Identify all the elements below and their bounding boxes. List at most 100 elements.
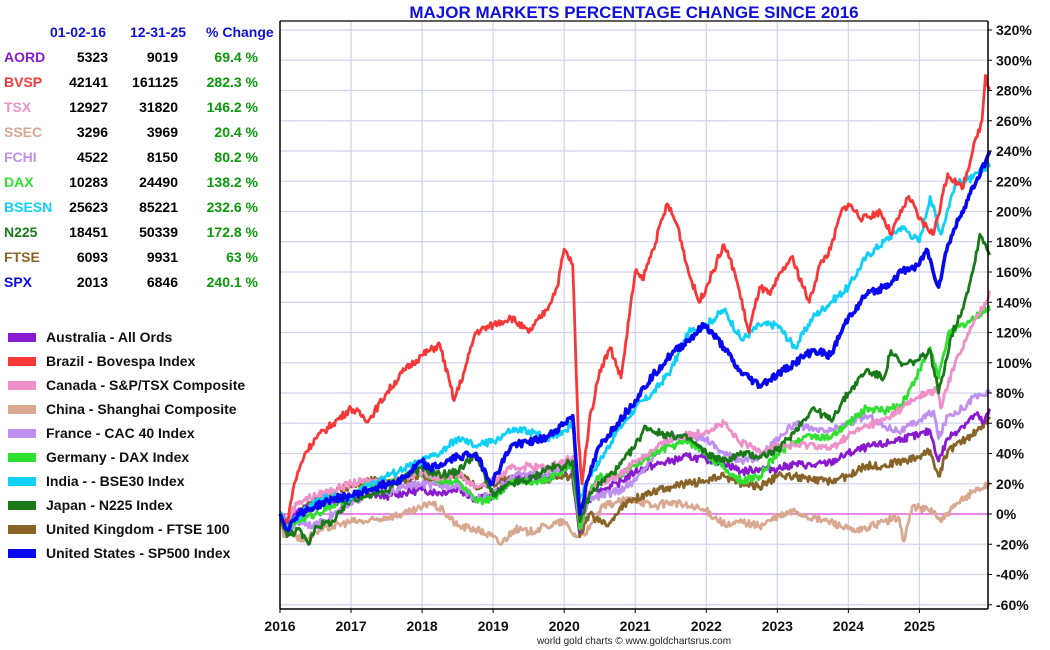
table-change-value: 20.4 % [214, 124, 258, 140]
y-tick-label: -40% [996, 567, 1029, 583]
series-line-united [278, 150, 992, 533]
series-line-australia [279, 408, 991, 534]
table-row: BVSP 42141 161125 282.3 % [0, 74, 280, 94]
legend-label: China - Shanghai Composite [46, 401, 237, 417]
y-tick-label: 160% [996, 264, 1032, 280]
y-tick-label: 320% [996, 22, 1032, 38]
legend-swatch [8, 429, 36, 438]
y-tick-label: 80% [996, 385, 1025, 401]
table-row: TSX 12927 31820 146.2 % [0, 99, 280, 119]
series-line-brazil [279, 74, 991, 527]
y-tick-label: 180% [996, 234, 1032, 250]
table-start-value: 6093 [76, 249, 108, 265]
table-change-value: 80.2 % [214, 149, 258, 165]
table-header-start-date: 01-02-16 [50, 24, 107, 40]
legend-swatch [8, 405, 36, 414]
table-end-value: 9019 [146, 49, 178, 65]
x-tick-label: 2021 [620, 618, 651, 634]
x-tick-label: 2025 [904, 618, 935, 634]
series-lines [278, 74, 992, 546]
table-end-value: 85221 [139, 199, 178, 215]
chart-title: MAJOR MARKETS PERCENTAGE CHANGE SINCE 20… [409, 3, 859, 22]
y-tick-label: 240% [996, 143, 1032, 159]
table-start-value: 3296 [76, 124, 108, 140]
table-change-value: 146.2 % [206, 99, 258, 115]
y-tick-label: 20% [996, 476, 1025, 492]
table-start-value: 12927 [69, 99, 108, 115]
legend-label: India - - BSE30 Index [46, 473, 185, 489]
table-symbol: AORD [4, 49, 46, 65]
table-start-value: 2013 [76, 274, 108, 290]
table-symbol: N225 [4, 224, 38, 240]
x-tick-label: 2017 [335, 618, 366, 634]
y-tick-label: 100% [996, 355, 1032, 371]
table-symbol: BSESN [4, 199, 53, 215]
table-symbol: DAX [4, 174, 34, 190]
table-change-value: 138.2 % [206, 174, 258, 190]
legend-label: United States - SP500 Index [46, 545, 231, 561]
y-tick-label: -60% [996, 597, 1029, 613]
axes: 320% 300% 280% 260% 240% 220% 200% 180% 160% 140%… [264, 20, 1032, 634]
table-row: FTSE 6093 9931 63 % [0, 249, 280, 269]
series-line-india [278, 162, 991, 528]
x-tick-label: 2022 [691, 618, 722, 634]
x-tick-label: 2023 [762, 618, 793, 634]
y-tick-label: -20% [996, 536, 1029, 552]
table-symbol: FCHI [4, 149, 37, 165]
table-row: N225 18451 50339 172.8 % [0, 224, 280, 244]
chart-credit: world gold charts © www.goldchartsrus.co… [536, 636, 732, 647]
table-end-value: 50339 [139, 224, 178, 240]
legend-swatch [8, 381, 36, 390]
table-end-value: 9931 [146, 249, 178, 265]
legend-label: France - CAC 40 Index [46, 425, 195, 441]
table-end-value: 24490 [139, 174, 178, 190]
table-row: SPX 2013 6846 240.1 % [0, 274, 280, 294]
y-tick-label: 40% [996, 446, 1025, 462]
table-change-value: 69.4 % [214, 49, 258, 65]
table-end-value: 8150 [146, 149, 178, 165]
table-change-value: 240.1 % [206, 274, 258, 290]
table-start-value: 5323 [76, 49, 108, 65]
table-symbol: BVSP [4, 74, 43, 90]
table-row: AORD 5323 9019 69.4 % [0, 49, 280, 69]
y-tick-label: 140% [996, 294, 1032, 310]
y-tick-label: 220% [996, 173, 1032, 189]
legend-swatch [8, 501, 36, 510]
table-end-value: 3969 [146, 124, 178, 140]
grid [280, 21, 988, 609]
table-symbol: SPX [4, 274, 33, 290]
legend-swatch [8, 525, 36, 534]
y-tick-label: 280% [996, 83, 1032, 99]
legend-label: United Kingdom - FTSE 100 [46, 521, 230, 537]
legend-label: Canada - S&P/TSX Composite [46, 377, 246, 393]
table-end-value: 6846 [146, 274, 178, 290]
table-change-value: 172.8 % [206, 224, 258, 240]
x-tick-label: 2018 [407, 618, 438, 634]
legend-label: Japan - N225 Index [46, 497, 173, 513]
legend-swatch [8, 357, 36, 366]
table-row: BSESN 25623 85221 232.6 % [0, 199, 280, 219]
table-symbol: SSEC [4, 124, 43, 140]
x-tick-label: 2019 [478, 618, 509, 634]
table-start-value: 4522 [76, 149, 108, 165]
table-symbol: FTSE [4, 249, 40, 265]
y-tick-label: 120% [996, 325, 1032, 341]
x-tick-label: 2020 [549, 618, 580, 634]
table-row: SSEC 3296 3969 20.4 % [0, 124, 280, 144]
legend-label: Australia - All Ords [46, 329, 173, 345]
table-start-value: 10283 [69, 174, 108, 190]
x-tick-label: 2024 [833, 618, 864, 634]
legend-swatch [8, 333, 36, 342]
table-row: FCHI 4522 8150 80.2 % [0, 149, 280, 169]
y-tick-label: 200% [996, 204, 1032, 220]
table-header-end-date: 12-31-25 [130, 24, 187, 40]
table-symbol: TSX [4, 99, 32, 115]
table-end-value: 161125 [132, 74, 178, 90]
y-tick-label: 260% [996, 113, 1032, 129]
table-change-value: 63 % [226, 249, 258, 265]
table-header-change: % Change [206, 24, 274, 40]
table-start-value: 25623 [69, 199, 108, 215]
legend-label: Germany - DAX Index [46, 449, 190, 465]
legend-swatch [8, 549, 36, 558]
